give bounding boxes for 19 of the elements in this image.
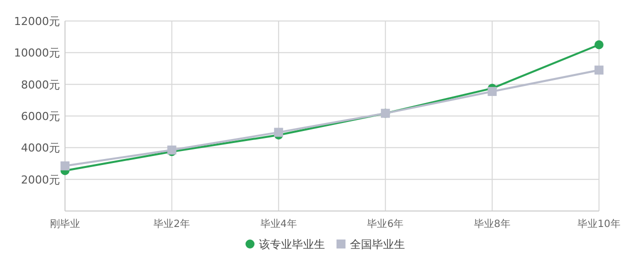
x-tick-label: 毕业6年 — [367, 218, 404, 230]
y-tick-label: 4000元 — [21, 142, 60, 155]
y-tick-label: 2000元 — [21, 173, 60, 186]
y-tick-label: 6000元 — [21, 110, 60, 123]
legend-label: 全国毕业生 — [350, 238, 405, 251]
point — [274, 128, 284, 137]
x-tick-label: 刚毕业 — [50, 218, 80, 230]
x-tick-label: 毕业8年 — [474, 218, 510, 230]
y-tick-label: 8000元 — [21, 78, 60, 92]
x-tick-label: 毕业4年 — [260, 218, 297, 230]
x-tick-label: 毕业2年 — [154, 218, 190, 230]
point — [488, 86, 497, 96]
point — [594, 40, 604, 50]
y-tick-label: 12000元 — [14, 15, 60, 28]
legend-label: 该专业毕业生 — [259, 238, 325, 251]
point — [594, 66, 604, 75]
y-tick-label: 10000元 — [14, 46, 60, 60]
x-tick-label: 毕业10年 — [578, 218, 620, 230]
point — [60, 161, 70, 170]
